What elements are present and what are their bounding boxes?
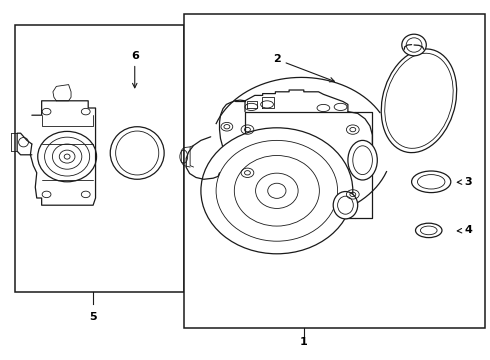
- Bar: [184, 14, 485, 328]
- Ellipse shape: [402, 34, 426, 56]
- Bar: [15, 25, 184, 292]
- Ellipse shape: [412, 171, 451, 193]
- Text: 4: 4: [457, 225, 472, 235]
- Ellipse shape: [381, 49, 457, 153]
- Text: 1: 1: [300, 337, 308, 347]
- Text: 6: 6: [131, 51, 139, 88]
- Text: 3: 3: [457, 177, 472, 187]
- Ellipse shape: [416, 223, 442, 238]
- Ellipse shape: [333, 192, 358, 219]
- Text: 5: 5: [89, 312, 97, 322]
- Text: 2: 2: [273, 54, 334, 82]
- Ellipse shape: [201, 128, 353, 254]
- Ellipse shape: [348, 140, 377, 180]
